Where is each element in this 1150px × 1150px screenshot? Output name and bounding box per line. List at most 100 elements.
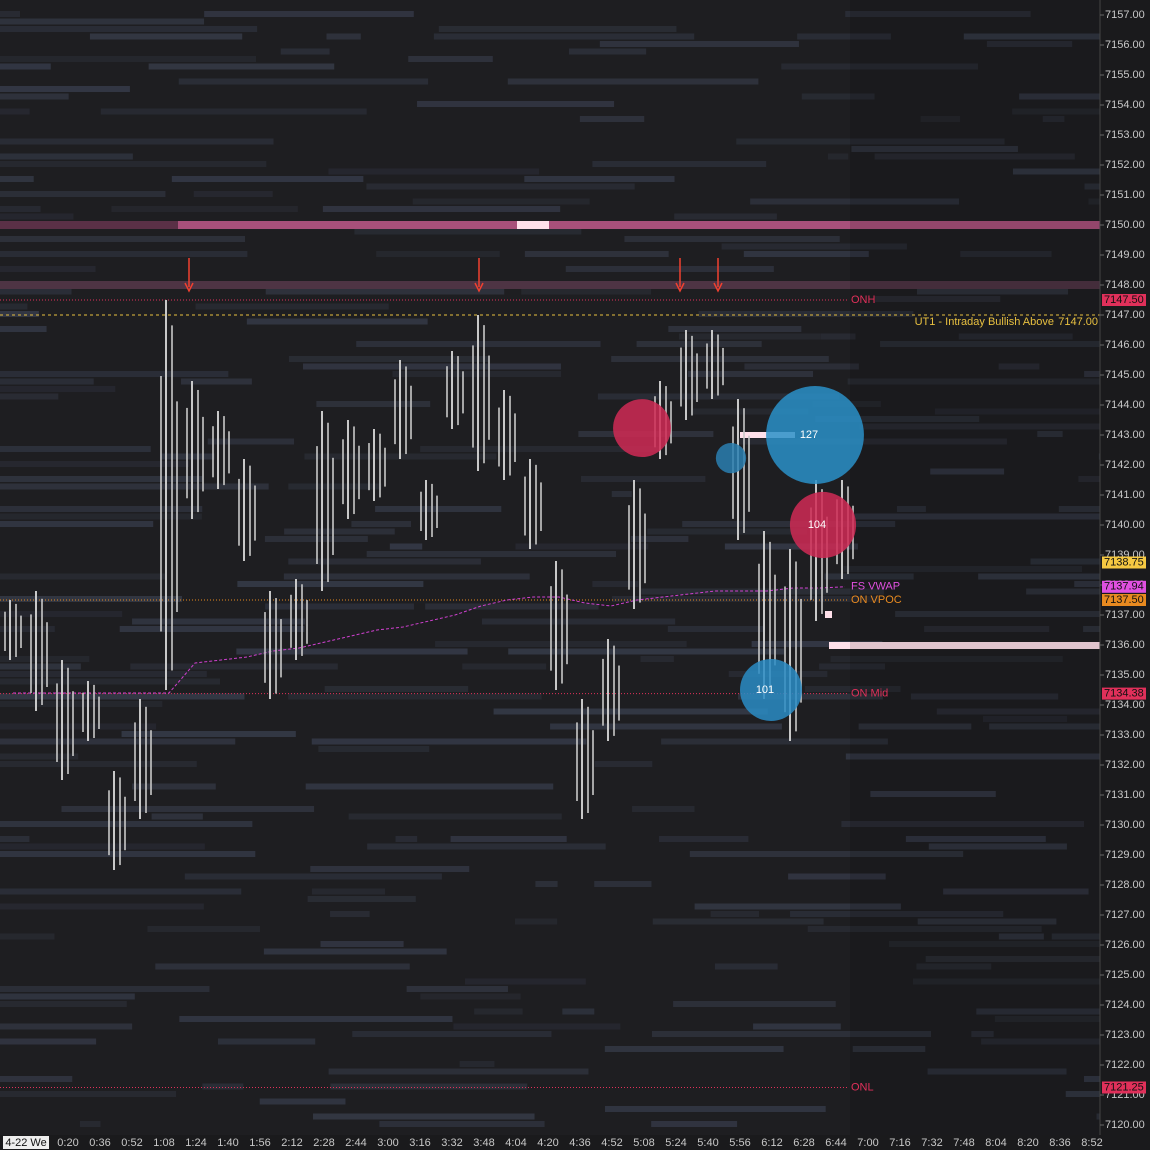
heatmap-cell	[1026, 588, 1100, 595]
heatmap-cell	[348, 813, 562, 820]
y-tick-label: 7152.00	[1105, 159, 1145, 171]
heatmap-cell	[535, 881, 558, 887]
heatmap-cell	[376, 251, 500, 257]
trade-bubble	[613, 399, 671, 458]
heatmap-cell	[0, 678, 221, 685]
heatmap-cell	[927, 1068, 1067, 1075]
level-name: ONH	[851, 294, 876, 306]
y-tick-label: 7128.00	[1105, 879, 1145, 891]
signal-arrowhead	[474, 282, 484, 293]
heatmap-cell	[0, 18, 205, 25]
heatmap-cell	[320, 941, 404, 947]
heatmap-cell	[612, 596, 880, 602]
heatmap-cell	[889, 941, 1100, 947]
y-tick-label: 7134.00	[1105, 699, 1145, 711]
y-tick-label: 7154.00	[1105, 99, 1145, 111]
heatmap-cell	[744, 363, 859, 370]
x-tick-label: 4-22 We	[5, 1137, 46, 1149]
signal-arrowhead	[184, 282, 194, 293]
heatmap-cell	[1012, 108, 1100, 115]
heatmap-cell	[917, 918, 1057, 925]
resting-order	[825, 611, 832, 618]
heatmap-cell	[0, 506, 203, 512]
heatmap-cell	[690, 408, 809, 415]
heatmap-cell	[753, 1023, 841, 1030]
future-shade	[850, 0, 1100, 1135]
heatmap-cell	[845, 11, 1031, 17]
heatmap-cell	[288, 356, 489, 362]
heatmap-cell	[1042, 116, 1065, 122]
heatmap-cell	[318, 746, 430, 752]
heatmap-cell	[661, 738, 888, 745]
y-tick-label: 7156.00	[1105, 39, 1145, 51]
heatmap-cell	[433, 33, 695, 40]
heatmap-cell	[1058, 506, 1100, 512]
heatmap-cell	[673, 1001, 836, 1007]
heatmap-cell	[310, 866, 470, 872]
y-tick-label: 7148.00	[1105, 279, 1145, 291]
heatmap-cell	[464, 978, 586, 985]
x-tick-label: 0:36	[89, 1137, 110, 1149]
heatmap-cell	[79, 1121, 101, 1127]
heatmap-cell	[1078, 476, 1100, 482]
heatmap-cell	[0, 573, 166, 580]
y-tick-label: 7126.00	[1105, 939, 1145, 951]
liquidity-band	[0, 281, 1100, 289]
heatmap-cell	[714, 963, 778, 970]
heatmap-cell	[0, 393, 59, 400]
y-tick-label: 7143.00	[1105, 429, 1145, 441]
heatmap-cell	[943, 888, 1089, 895]
heatmap-cell	[0, 836, 30, 842]
heatmap-cell	[895, 611, 1100, 617]
heatmap-cell	[100, 108, 367, 115]
axes: 7120.007121.007122.007123.007124.007125.…	[3, 9, 1146, 1149]
heatmap-cell	[930, 468, 1005, 475]
heatmap-cell	[1084, 371, 1100, 377]
price-tag	[1102, 294, 1146, 306]
heatmap-cell	[724, 543, 858, 550]
heatmap-cell	[0, 63, 51, 70]
heatmap-cell	[687, 371, 814, 377]
heatmap-cell	[896, 506, 926, 512]
heatmap-cell	[330, 1083, 528, 1090]
y-tick-label: 7132.00	[1105, 759, 1145, 771]
price-tag-label: 7137.94	[1104, 581, 1144, 593]
heatmap-cell	[119, 626, 305, 632]
heatmap-cell	[450, 836, 567, 842]
heatmap-cell	[737, 438, 1007, 445]
heatmap-cell	[678, 333, 821, 340]
heatmap-cell	[0, 11, 21, 17]
heatmap-cell	[624, 236, 840, 242]
heatmap-cell	[392, 371, 562, 377]
y-tick-label: 7150.00	[1105, 219, 1145, 231]
x-tick-label: 4:36	[569, 1137, 590, 1149]
heatmap-cell	[0, 176, 34, 182]
heatmap-cell	[989, 723, 1100, 730]
y-tick-label: 7127.00	[1105, 909, 1145, 921]
heatmap-cell	[851, 146, 1018, 152]
heatmap-cell	[132, 783, 216, 790]
y-tick-label: 7131.00	[1105, 789, 1145, 801]
heatmap-cell	[351, 521, 411, 527]
y-tick-label: 7157.00	[1105, 9, 1145, 21]
x-tick-label: 3:00	[377, 1137, 398, 1149]
heatmap-cell	[579, 116, 645, 122]
heatmap-cell	[311, 888, 386, 895]
heatmap-cell	[178, 78, 429, 85]
trade-bubble	[740, 659, 802, 721]
heatmap-cell	[790, 911, 1004, 917]
heatmap-cell	[0, 701, 163, 707]
x-tick-label: 3:48	[473, 1137, 494, 1149]
heatmap-cell	[352, 1031, 552, 1037]
heatmap-cell	[815, 416, 980, 422]
heatmap-cell	[958, 333, 1073, 340]
x-tick-label: 0:52	[121, 1137, 142, 1149]
heatmap-cell	[858, 723, 972, 730]
heatmap-cell	[524, 251, 669, 257]
heatmap-cell	[204, 11, 414, 17]
heatmap-cell	[313, 1113, 535, 1120]
heatmap-cell	[0, 993, 135, 1000]
heatmap-cell	[366, 551, 617, 557]
heatmap-cell	[916, 963, 992, 970]
last-price-tag	[1102, 556, 1146, 569]
